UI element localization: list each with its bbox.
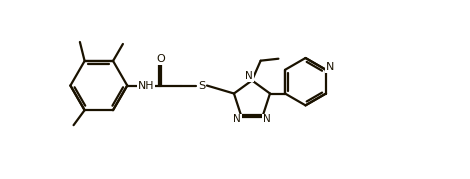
Text: S: S (198, 81, 205, 91)
Text: N: N (326, 62, 334, 72)
Text: NH: NH (138, 81, 155, 91)
Text: N: N (263, 114, 271, 124)
Text: N: N (233, 114, 241, 124)
Text: N: N (245, 71, 253, 81)
Text: O: O (156, 54, 165, 64)
